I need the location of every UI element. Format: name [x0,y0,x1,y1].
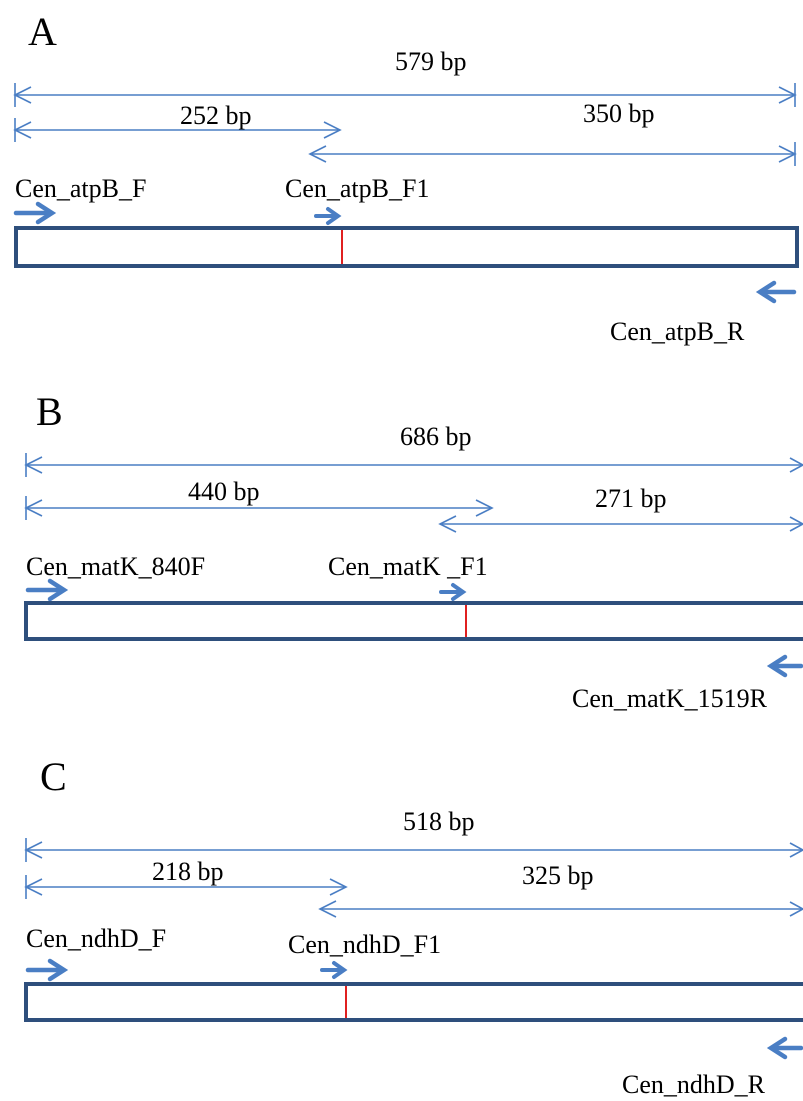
panel-a: A 579 bp 252 bp 350 bp Cen_atpB_F C [13,9,799,346]
panel-c-left-size: 218 bp [152,857,224,886]
panel-c-amplicon-bar [24,982,803,1022]
panel-c-forward-primer-arrow [25,958,69,982]
panel-a-reverse-primer-label: Cen_atpB_R [610,317,745,346]
panel-b-internal-primer-arrow [439,583,467,601]
panel-b-total-span [24,453,803,477]
panel-b-letter: B [36,389,63,434]
panel-b-right-size: 271 bp [595,484,667,513]
panel-a-right-span [308,142,797,166]
panel-c-forward-primer-label: Cen_ndhD_F [26,924,166,953]
panel-a-total-size: 579 bp [395,47,467,76]
panel-c-right-size: 325 bp [522,861,594,890]
panel-a-total-span [13,83,797,107]
panel-b-forward-primer-arrow [25,578,69,602]
panel-b-reverse-primer-label: Cen_matK_1519R [572,684,768,713]
panel-a-letter: A [28,9,57,54]
panel-a-forward-primer-arrow [13,201,57,225]
panel-c: C 518 bp 218 bp 325 bp Cen_ndhD_F Cen_nd… [24,754,803,1099]
panel-b-amplicon-bar [24,601,803,641]
panel-a-internal-primer-arrow [314,207,342,225]
panel-a-amplicon-bar [14,226,799,268]
panel-b-total-size: 686 bp [400,422,472,451]
panel-c-left-span [24,875,348,899]
panel-b-reverse-primer-arrow [766,654,803,678]
panel-c-reverse-primer-arrow [766,1036,803,1060]
panel-a-forward-primer-label: Cen_atpB_F [15,174,146,203]
panel-a-left-size: 252 bp [180,101,252,130]
panel-a-left-span [13,118,342,142]
panel-a-right-size: 350 bp [583,99,655,128]
panel-b-internal-primer-label: Cen_matK _F1 [328,552,488,581]
panel-c-internal-primer-label: Cen_ndhD_F1 [288,930,441,959]
panel-a-reverse-primer-arrow [755,280,797,304]
panel-b-left-span [24,496,494,520]
panel-c-reverse-primer-label: Cen_ndhD_R [622,1070,766,1099]
panel-c-internal-primer-arrow [320,961,348,979]
panel-b-right-span [438,515,803,533]
panel-c-total-span [24,838,803,862]
panel-c-right-span [318,900,803,918]
panel-c-total-size: 518 bp [403,807,475,836]
panel-b-forward-primer-label: Cen_matK_840F [26,552,205,581]
panel-a-internal-primer-label: Cen_atpB_F1 [285,174,429,203]
panel-c-letter: C [40,754,67,799]
panel-b: B 686 bp 440 bp 271 bp Cen_matK_840F Cen… [24,389,803,713]
panel-b-left-size: 440 bp [188,477,260,506]
